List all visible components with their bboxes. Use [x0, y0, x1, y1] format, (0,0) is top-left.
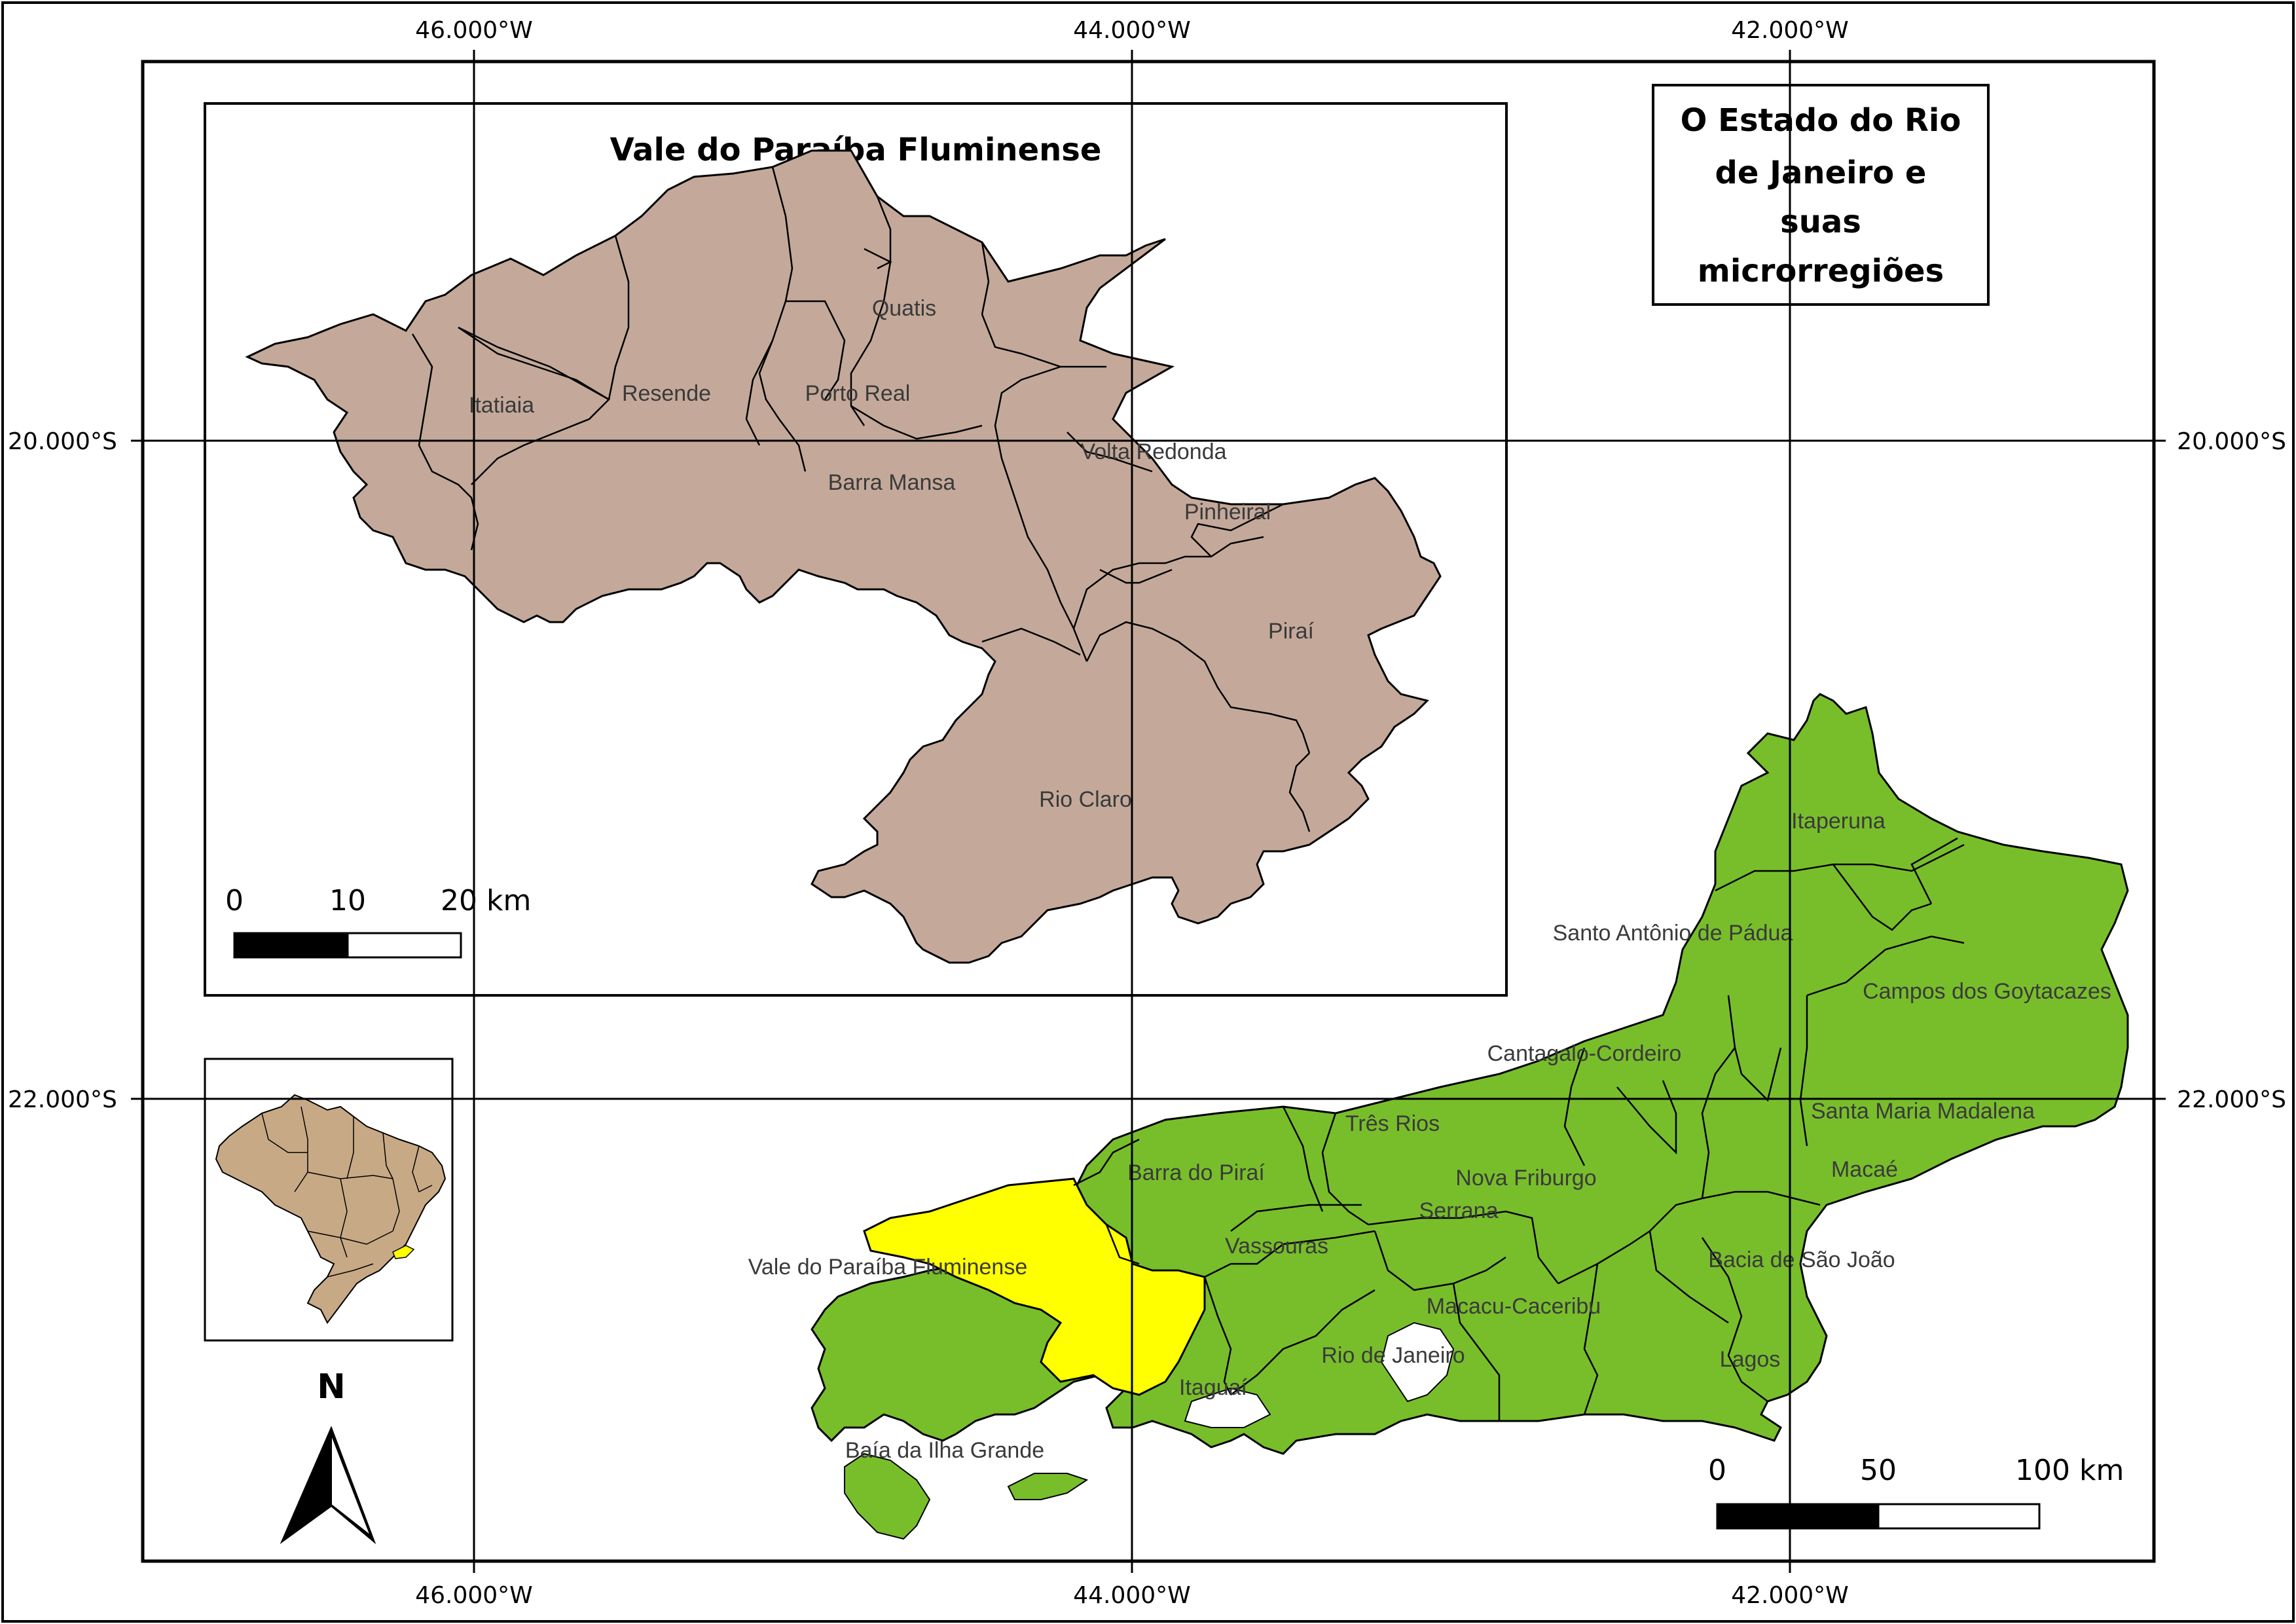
main-scale-label-100km: 100 km: [2015, 1454, 2124, 1487]
label-rio-de-janeiro: Rio de Janeiro: [1321, 1343, 1465, 1368]
island-west: [844, 1452, 931, 1540]
title-line-3: suas: [1780, 204, 1861, 240]
inset-map: Vale do Paraíba Fluminense Itat: [204, 102, 1508, 997]
brazil-outline: [215, 1094, 446, 1324]
label-barra-do-pirai: Barra do Piraí: [1127, 1160, 1265, 1185]
graticule: 46.000°W 46.000°W 44.000°W 44.000°W 42.000°W…: [8, 17, 2286, 1609]
inset-scale-label-20km: 20 km: [441, 884, 531, 917]
label-pinheiral: Pinheiral: [1184, 500, 1271, 525]
label-bacia-de-sao-joao: Bacia de São João: [1708, 1247, 1895, 1272]
north-arrow: N: [280, 1367, 376, 1545]
label-santo-antonio-de-padua: Santo Antônio de Pádua: [1553, 921, 1793, 946]
label-santa-maria-madalena: Santa Maria Madalena: [1811, 1099, 2035, 1124]
parallel-label-left-1: 22.000°S: [8, 1086, 117, 1113]
guanabara-bay: [1380, 1321, 1455, 1403]
label-pirai: Piraí: [1268, 619, 1314, 644]
inset-region-fill: [245, 149, 1442, 964]
label-lagos: Lagos: [1720, 1347, 1781, 1372]
label-itatiaia: Itatiaia: [469, 393, 534, 418]
main-scale-label-0: 0: [1708, 1454, 1726, 1487]
title-box: O Estado do Rio de Janeiro e suas micror…: [1652, 84, 1990, 306]
parallel-label-left-0: 20.000°S: [8, 428, 117, 455]
inset-municipality-borders: [411, 166, 1311, 832]
title-box-frame: [1652, 84, 1990, 306]
meridian-label-bottom-1: 44.000°W: [1073, 1582, 1191, 1609]
meridian-label-top-0: 46.000°W: [415, 17, 533, 44]
microregions-area: [811, 693, 2129, 1455]
title-line-1: O Estado do Rio: [1681, 102, 1961, 139]
highlight-vale-do-paraiba: [863, 1177, 1206, 1396]
label-vale-do-paraiba-fluminense: Vale do Paraíba Fluminense: [748, 1255, 1028, 1280]
north-arrow-label: N: [317, 1367, 346, 1407]
label-nova-friburgo: Nova Friburgo: [1455, 1166, 1596, 1190]
meridian-label-bottom-2: 42.000°W: [1731, 1582, 1849, 1609]
label-quatis: Quatis: [872, 296, 936, 321]
label-itaguai: Itaguaí: [1179, 1375, 1248, 1400]
brazil-locator: [204, 1058, 454, 1342]
brazil-state-borders: [261, 1106, 433, 1278]
label-macae: Macaé: [1831, 1157, 1898, 1182]
label-baia-da-ilha-grande: Baía da Ilha Grande: [845, 1438, 1044, 1463]
label-itaperuna: Itaperuna: [1791, 809, 1886, 834]
label-vassouras: Vassouras: [1225, 1234, 1328, 1259]
title-line-2: de Janeiro e: [1715, 155, 1927, 191]
title-line-4: microrregiões: [1698, 253, 1944, 289]
label-macacu-caceribu: Macacu-Caceribu: [1427, 1294, 1601, 1319]
inset-scale-label-0: 0: [225, 884, 244, 917]
meridian-label-top-1: 44.000°W: [1073, 17, 1191, 44]
inset-scale-label-10: 10: [329, 884, 366, 917]
label-resende: Resende: [622, 381, 711, 406]
label-volta-redonda: Volta Redonda: [1080, 439, 1226, 464]
brazil-rj-highlight: [392, 1245, 415, 1259]
label-tres-rios: Três Rios: [1345, 1111, 1440, 1136]
state-map: Itaperuna Santo Antônio de Pádua Campos …: [748, 693, 2129, 1540]
inset-scale-bar: 0 10 20 km: [225, 884, 531, 959]
main-scale-bar: 0 50 100 km: [1708, 1454, 2124, 1530]
inset-municipality-labels: Itatiaia Resende Quatis Porto Real Barra…: [469, 296, 1315, 812]
label-serrana: Serrana: [1419, 1198, 1499, 1223]
microregion-borders: [1073, 837, 1965, 1421]
meridian-label-top-2: 42.000°W: [1731, 17, 1849, 44]
main-scale-label-50: 50: [1860, 1454, 1897, 1487]
parallel-label-right-0: 20.000°S: [2177, 428, 2286, 455]
meridian-label-bottom-0: 46.000°W: [415, 1582, 533, 1609]
label-rio-claro: Rio Claro: [1039, 787, 1132, 812]
label-porto-real: Porto Real: [805, 381, 911, 406]
map-frame: [141, 60, 2156, 1563]
label-cantagalo-cordeiro: Cantagalo-Cordeiro: [1487, 1041, 1682, 1066]
island-ilha-grande: [1007, 1473, 1089, 1500]
label-campos-dos-goytacazes: Campos dos Goytacazes: [1863, 979, 2111, 1004]
microregion-labels: Itaperuna Santo Antônio de Pádua Campos …: [748, 809, 2111, 1463]
label-barra-mansa: Barra Mansa: [828, 470, 956, 495]
parallel-label-right-1: 22.000°S: [2177, 1086, 2286, 1113]
sepetiba-bay: [1184, 1387, 1271, 1428]
